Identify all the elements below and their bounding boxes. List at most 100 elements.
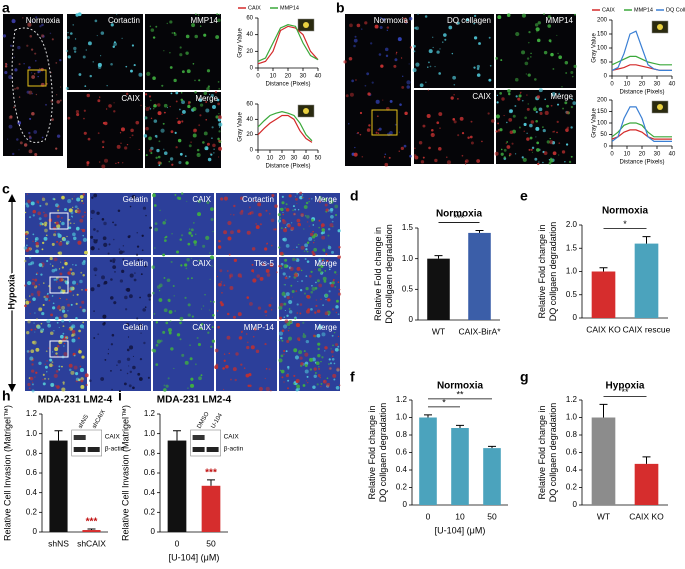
speckle <box>306 260 310 263</box>
speckle <box>68 328 71 331</box>
speckle <box>459 116 464 121</box>
x-axis-label: Distance (Pixels) <box>265 164 310 170</box>
speckle <box>300 269 303 272</box>
speckle <box>497 122 500 125</box>
speckle <box>28 387 31 390</box>
speckle <box>308 225 310 227</box>
speckle <box>35 249 39 254</box>
speckle <box>192 133 197 138</box>
speckle <box>34 240 37 243</box>
speckle <box>150 117 153 120</box>
blot-row-label: β-actin <box>224 446 244 453</box>
speckle <box>264 377 266 380</box>
speckle <box>107 353 109 355</box>
speckle <box>279 369 282 372</box>
speckle <box>43 377 47 380</box>
speckle <box>335 299 339 303</box>
speckle <box>304 352 309 357</box>
speckle <box>338 246 341 249</box>
speckle <box>84 211 86 214</box>
speckle <box>131 44 135 47</box>
speckle <box>41 311 45 316</box>
speckle <box>313 239 315 241</box>
speckle <box>149 108 152 110</box>
speckle <box>166 278 171 283</box>
speckle <box>306 375 309 378</box>
speckle <box>110 23 114 27</box>
speckle <box>18 96 21 98</box>
blot-lane-label: DMSO <box>197 411 211 430</box>
data-line <box>611 129 672 140</box>
speckle <box>414 147 416 150</box>
speckle <box>339 384 341 386</box>
speckle <box>246 230 251 235</box>
speckle <box>145 117 148 119</box>
speckle <box>31 389 35 393</box>
speckle <box>530 148 533 151</box>
speckle <box>56 224 61 229</box>
speckle <box>426 113 431 119</box>
significance: *** <box>86 517 98 528</box>
speckle <box>446 156 448 158</box>
speckle <box>331 334 334 337</box>
speckle <box>436 50 440 54</box>
speckle <box>300 213 305 217</box>
speckle <box>120 142 122 144</box>
speckle <box>93 228 96 231</box>
speckle <box>28 295 31 297</box>
speckle <box>292 205 295 208</box>
speckle <box>155 321 159 324</box>
speckle <box>58 268 61 270</box>
speckle <box>143 264 147 268</box>
speckle <box>335 311 338 314</box>
speckle <box>434 158 438 163</box>
speckle <box>72 232 76 237</box>
speckle <box>77 207 79 210</box>
speckle <box>414 26 417 30</box>
speckle <box>27 263 31 266</box>
speckle <box>495 130 498 133</box>
speckle <box>461 131 465 135</box>
speckle <box>283 264 288 269</box>
speckle <box>169 157 174 161</box>
speckle <box>208 309 211 311</box>
speckle <box>300 362 304 366</box>
speckle <box>553 130 556 133</box>
speckle <box>252 335 255 338</box>
speckle <box>308 197 311 200</box>
speckle <box>281 329 285 333</box>
speckle <box>303 228 305 230</box>
speckle <box>345 94 349 98</box>
speckle <box>12 18 14 20</box>
speckle <box>278 331 283 336</box>
speckle <box>397 37 402 42</box>
y-tick-label: 0.4 <box>26 488 38 497</box>
speckle <box>79 365 82 368</box>
speckle <box>246 296 250 299</box>
speckle <box>353 44 356 48</box>
speckle <box>279 217 281 219</box>
speckle <box>217 245 222 249</box>
speckle <box>319 377 321 379</box>
speckle <box>13 56 15 58</box>
speckle <box>102 314 107 319</box>
speckle <box>223 196 229 201</box>
speckle <box>27 382 31 387</box>
speckle <box>287 336 292 341</box>
speckle <box>32 209 37 214</box>
speckle <box>343 60 347 64</box>
speckle <box>457 98 459 100</box>
speckle <box>111 388 113 391</box>
speckle <box>496 94 499 97</box>
speckle <box>43 211 45 214</box>
speckle <box>306 241 310 244</box>
speckle <box>476 159 481 163</box>
speckle <box>140 273 143 276</box>
speckle <box>245 333 248 335</box>
speckle <box>438 112 443 117</box>
speckle <box>409 154 412 158</box>
bar <box>591 271 616 318</box>
speckle <box>335 305 339 309</box>
speckle <box>97 99 101 103</box>
blot-band <box>73 435 86 440</box>
